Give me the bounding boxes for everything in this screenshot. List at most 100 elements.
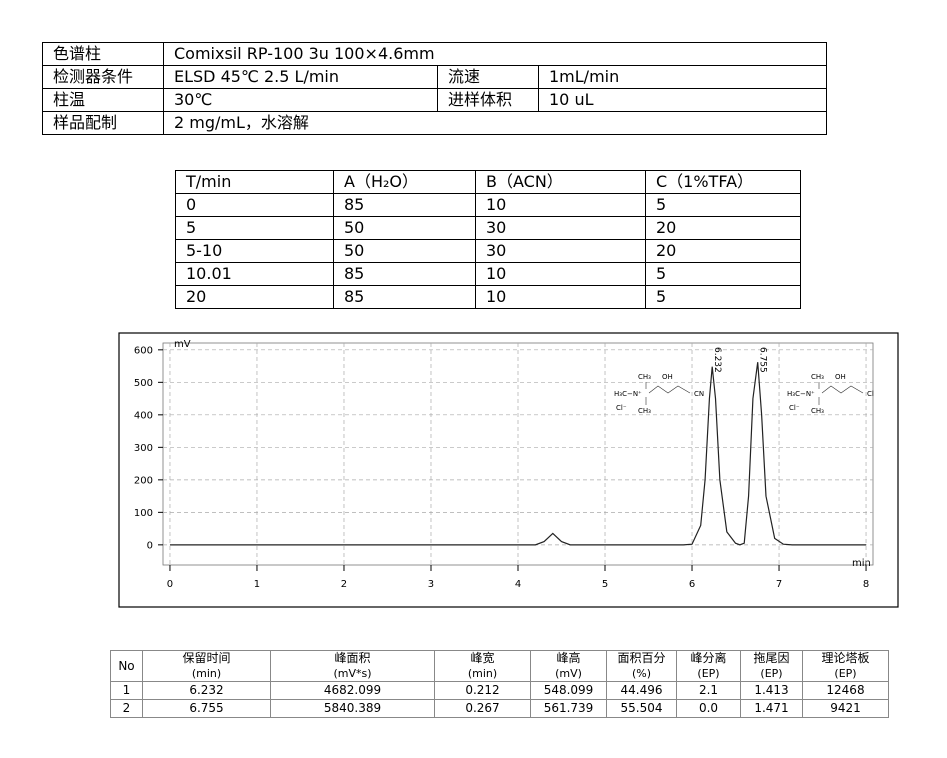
peak-label: 6.232 — [712, 347, 722, 373]
table-row: 样品配制 2 mg/mL，水溶解 — [42, 111, 828, 135]
table-cell: 50 — [333, 216, 476, 240]
table-cell: 10 — [475, 193, 646, 217]
table-cell: 0.212 — [434, 681, 531, 700]
table-cell: 5840.389 — [270, 699, 435, 718]
table-cell: 44.496 — [606, 681, 677, 700]
structure-label: Cl — [867, 390, 874, 398]
x-tick-label: 5 — [602, 579, 608, 590]
table-cell: 5 — [645, 285, 801, 309]
table-cell: 2.1 — [676, 681, 741, 700]
header-unit: (min) — [191, 667, 222, 680]
table-cell: 10 uL — [537, 88, 828, 112]
header-unit: (mV) — [555, 667, 582, 680]
table-cell: B（ACN） — [475, 170, 646, 194]
y-tick-label: 200 — [134, 475, 153, 486]
x-axis-label: min — [852, 558, 871, 569]
table-cell: Comixsil RP-100 3u 100×4.6mm — [162, 42, 828, 66]
table-cell: 柱温 — [42, 88, 164, 112]
table-cell: 进样体积 — [437, 88, 539, 112]
table-row: 1 6.232 4682.099 0.212 548.099 44.496 2.1 1.413… — [110, 681, 889, 700]
table-row: T/min A（H₂O） B（ACN） C（1%TFA） — [175, 170, 801, 194]
x-tick-label: 4 — [515, 579, 521, 590]
table-cell: 色谱柱 — [42, 42, 164, 66]
header-unit: (EP) — [697, 667, 720, 680]
table-cell: 1mL/min — [537, 65, 828, 89]
header-name: 理论塔板 — [821, 651, 870, 665]
structure-label: H₃C−N⁺ — [787, 390, 815, 398]
header-name: 峰高 — [556, 651, 581, 665]
header-unit: (EP) — [834, 667, 857, 680]
table-cell: 0 — [175, 193, 334, 217]
table-cell: 10.01 — [175, 262, 334, 286]
table-cell: 20 — [645, 239, 801, 263]
trace — [169, 362, 867, 546]
table-row: 0 85 10 5 — [175, 193, 801, 217]
peak-label: 6.755 — [758, 347, 768, 373]
y-tick-label: 600 — [134, 345, 153, 356]
conditions-table: 色谱柱 Comixsil RP-100 3u 100×4.6mm 检测器条件 ELSD… — [42, 42, 828, 135]
header-unit: (%) — [631, 667, 652, 680]
structure-label: CH₃ — [638, 373, 651, 381]
table-row: 检测器条件 ELSD 45℃ 2.5 L/min 流速 1mL/min — [42, 65, 828, 89]
header-cell: 理论塔板 (EP) — [802, 650, 889, 682]
table-cell: 9421 — [802, 699, 889, 718]
header-cell: 峰面积 (mV*s) — [270, 650, 435, 682]
structure-label: OH — [835, 373, 846, 381]
x-tick-label: 0 — [167, 579, 173, 590]
structure-label: H₃C−N⁺ — [614, 390, 642, 398]
table-cell: 12468 — [802, 681, 889, 700]
y-tick-label: 0 — [147, 540, 153, 551]
structure-label: CH₃ — [811, 407, 824, 415]
header-cell: 峰宽 (min) — [434, 650, 531, 682]
table-cell: 0.0 — [676, 699, 741, 718]
table-cell: 20 — [175, 285, 334, 309]
table-cell: 1.471 — [740, 699, 803, 718]
structure-label: CH₃ — [638, 407, 651, 415]
table-cell: C（1%TFA） — [645, 170, 801, 194]
table-cell: 6.232 — [142, 681, 271, 700]
table-cell: T/min — [175, 170, 334, 194]
x-tick-label: 6 — [689, 579, 695, 590]
header-name: No — [118, 658, 135, 673]
table-cell: 10 — [475, 285, 646, 309]
header-cell: 面积百分 (%) — [606, 650, 677, 682]
y-tick-label: 500 — [134, 378, 153, 389]
x-tick-label: 8 — [863, 579, 869, 590]
x-tick-label: 2 — [341, 579, 347, 590]
bond — [648, 385, 691, 394]
table-cell: 85 — [333, 285, 476, 309]
header-unit: (mV*s) — [333, 667, 372, 680]
chart: mV min 0 100 200 300 400 500 600 0 1 2 3 4 5 6 7 8 6.232… — [118, 332, 899, 608]
structure-label: Cl⁻ — [616, 404, 627, 412]
header-name: 峰宽 — [470, 651, 495, 665]
header-cell: 保留时间 (min) — [142, 650, 271, 682]
header-name: 峰分离 — [690, 651, 727, 665]
bond — [821, 385, 864, 394]
table-cell: 0.267 — [434, 699, 531, 718]
x-tick-label: 1 — [254, 579, 260, 590]
table-cell: ELSD 45℃ 2.5 L/min — [163, 65, 438, 89]
table-cell: 4682.099 — [270, 681, 435, 700]
table-row: 2 6.755 5840.389 0.267 561.739 55.504 0.0 1.471… — [110, 699, 889, 718]
y-tick-label: 300 — [134, 443, 153, 454]
table-cell: 2 mg/mL，水溶解 — [162, 111, 828, 135]
table-row: 20 85 10 5 — [175, 285, 801, 309]
y-tick-label: 100 — [134, 508, 153, 519]
x-tick-label: 3 — [428, 579, 434, 590]
table-cell: 30 — [475, 216, 646, 240]
gradient-table: T/min A（H₂O） B（ACN） C（1%TFA） 0 85 10 5 5 50 30 20 5-… — [175, 170, 801, 309]
header-cell: 峰分离 (EP) — [676, 650, 741, 682]
y-tick-label: 400 — [134, 410, 153, 421]
results-table: No 保留时间 (min) 峰面积 (mV*s) 峰宽 (min) 峰高 (mV) 面积百分 (%)… — [110, 650, 889, 718]
header-name: 面积百分 — [617, 651, 666, 665]
structure-label: CH₃ — [811, 373, 824, 381]
structure-label: CN — [694, 390, 704, 398]
header-unit: (EP) — [760, 667, 783, 680]
table-cell: A（H₂O） — [333, 170, 476, 194]
table-cell: 561.739 — [530, 699, 607, 718]
header-name: 拖尾因 — [753, 651, 790, 665]
x-tick-label: 7 — [776, 579, 782, 590]
table-cell: 2 — [110, 699, 143, 718]
table-cell: 50 — [333, 239, 476, 263]
